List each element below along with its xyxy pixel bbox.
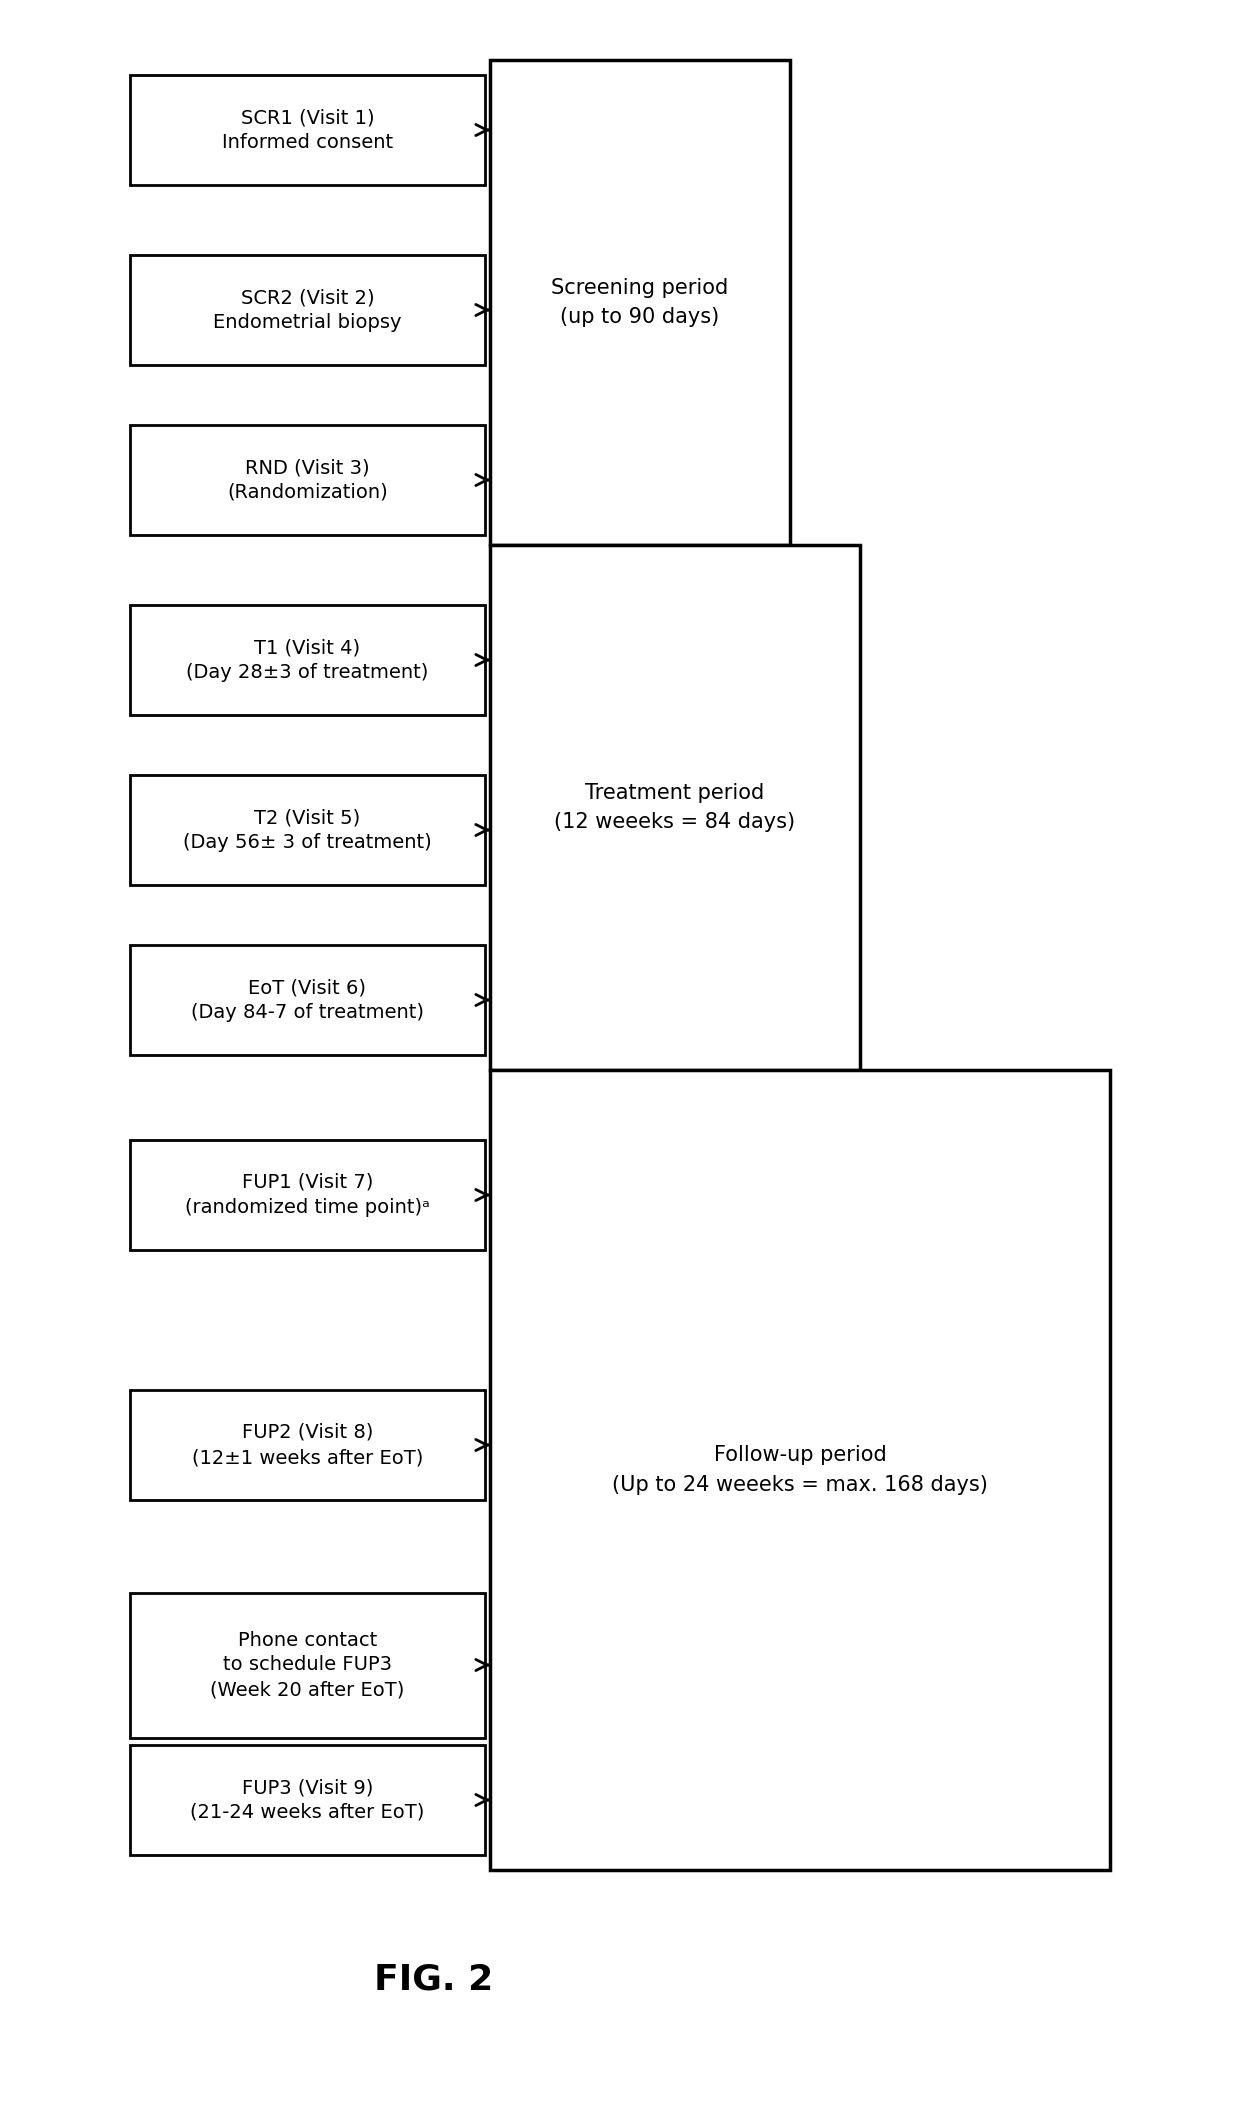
Text: RND (Visit 3)
(Randomization): RND (Visit 3) (Randomization) — [227, 459, 388, 503]
FancyBboxPatch shape — [130, 1744, 485, 1856]
FancyBboxPatch shape — [130, 1140, 485, 1250]
FancyBboxPatch shape — [130, 606, 485, 715]
FancyBboxPatch shape — [130, 1593, 485, 1738]
Text: SCR1 (Visit 1)
Informed consent: SCR1 (Visit 1) Informed consent — [222, 107, 393, 151]
FancyBboxPatch shape — [130, 425, 485, 534]
Text: Treatment period
(12 weeeks = 84 days): Treatment period (12 weeeks = 84 days) — [554, 783, 796, 833]
FancyBboxPatch shape — [130, 255, 485, 364]
FancyBboxPatch shape — [130, 1391, 485, 1500]
Text: Follow-up period
(Up to 24 weeeks = max. 168 days): Follow-up period (Up to 24 weeeks = max.… — [613, 1445, 988, 1494]
Text: Phone contact
to schedule FUP3
(Week 20 after EoT): Phone contact to schedule FUP3 (Week 20 … — [211, 1631, 404, 1700]
Text: FUP2 (Visit 8)
(12±1 weeks after EoT): FUP2 (Visit 8) (12±1 weeks after EoT) — [192, 1422, 423, 1466]
Text: T1 (Visit 4)
(Day 28±3 of treatment): T1 (Visit 4) (Day 28±3 of treatment) — [186, 638, 429, 682]
Text: SCR2 (Visit 2)
Endometrial biopsy: SCR2 (Visit 2) Endometrial biopsy — [213, 288, 402, 332]
Text: Screening period
(up to 90 days): Screening period (up to 90 days) — [552, 278, 729, 328]
FancyBboxPatch shape — [490, 1071, 1110, 1870]
Text: T2 (Visit 5)
(Day 56± 3 of treatment): T2 (Visit 5) (Day 56± 3 of treatment) — [184, 808, 432, 852]
FancyBboxPatch shape — [490, 61, 790, 545]
Text: FIG. 2: FIG. 2 — [374, 1963, 494, 1997]
Text: FUP1 (Visit 7)
(randomized time point)ᵃ: FUP1 (Visit 7) (randomized time point)ᵃ — [185, 1174, 430, 1216]
Text: EoT (Visit 6)
(Day 84-7 of treatment): EoT (Visit 6) (Day 84-7 of treatment) — [191, 978, 424, 1023]
Text: FUP3 (Visit 9)
(21-24 weeks after EoT): FUP3 (Visit 9) (21-24 weeks after EoT) — [190, 1778, 424, 1822]
FancyBboxPatch shape — [130, 76, 485, 185]
FancyBboxPatch shape — [490, 545, 861, 1071]
FancyBboxPatch shape — [130, 945, 485, 1054]
FancyBboxPatch shape — [130, 774, 485, 886]
